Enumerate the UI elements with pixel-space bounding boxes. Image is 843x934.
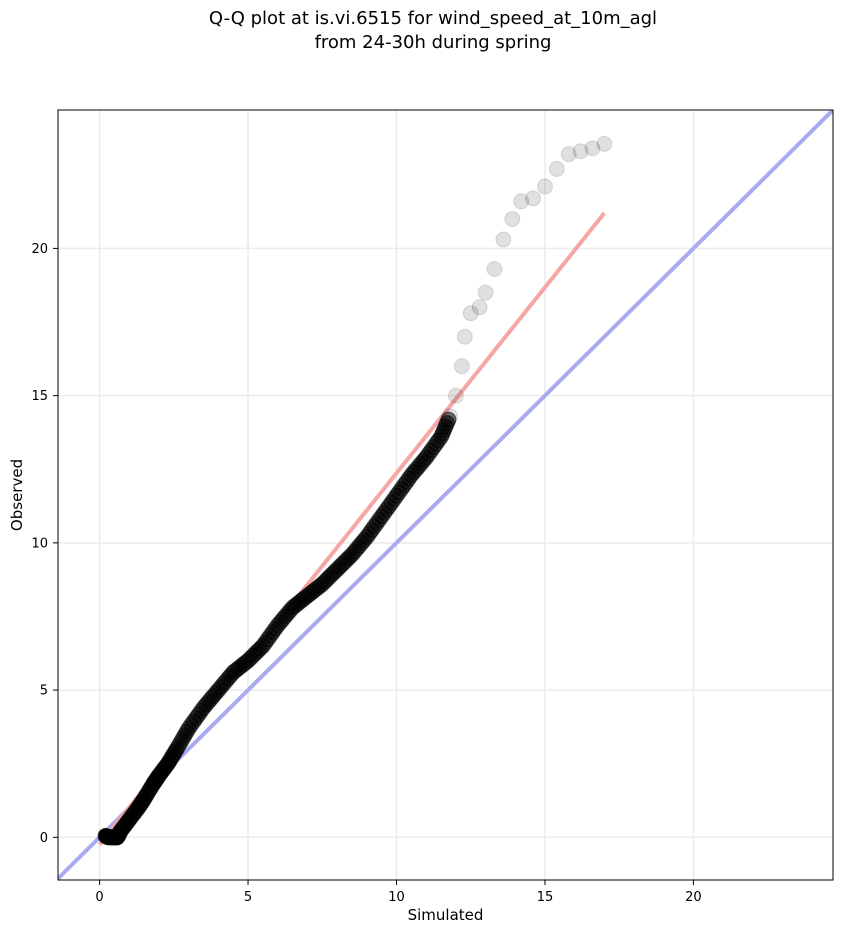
y-tick-label: 5 bbox=[40, 684, 48, 699]
x-tick-label: 0 bbox=[95, 890, 103, 905]
y-tick-label: 20 bbox=[31, 242, 48, 257]
qq-point bbox=[486, 261, 503, 278]
y-tick-label: 10 bbox=[31, 536, 48, 551]
qq-point bbox=[440, 411, 457, 428]
qq-point bbox=[560, 146, 577, 163]
qq-point bbox=[456, 328, 473, 345]
qq-point bbox=[441, 408, 458, 425]
qq-point bbox=[447, 387, 464, 404]
qq-point bbox=[572, 143, 589, 160]
axis-ticks: 0 5 10 15 20 0 5 10 15 20 bbox=[31, 242, 701, 905]
x-tick-label: 5 bbox=[244, 890, 252, 905]
qq-point bbox=[453, 358, 470, 375]
qq-point bbox=[536, 178, 553, 195]
x-tick-label: 15 bbox=[537, 890, 554, 905]
reference-line bbox=[58, 110, 833, 880]
plot-marks bbox=[58, 110, 833, 880]
qq-point bbox=[525, 190, 542, 207]
qq-point bbox=[513, 193, 530, 210]
chart-title-line2: from 24-30h during spring bbox=[315, 32, 552, 53]
qq-point bbox=[477, 284, 494, 301]
qq-point bbox=[596, 135, 613, 152]
plot-frame bbox=[57, 109, 834, 881]
y-axis-label: Observed bbox=[8, 459, 26, 531]
x-tick-label: 10 bbox=[388, 890, 405, 905]
qq-point bbox=[471, 299, 488, 316]
y-tick-label: 15 bbox=[31, 389, 48, 404]
chart-title-line1: Q-Q plot at is.vi.6515 for wind_speed_at… bbox=[209, 8, 657, 29]
qq-point bbox=[584, 140, 601, 157]
qq-point bbox=[504, 210, 521, 227]
qq-point bbox=[495, 231, 512, 248]
x-axis-label: Simulated bbox=[408, 906, 484, 924]
qq-point bbox=[548, 160, 565, 177]
x-tick-label: 20 bbox=[685, 890, 702, 905]
y-tick-label: 0 bbox=[40, 831, 48, 846]
qq-point bbox=[462, 305, 479, 322]
grid-lines bbox=[58, 110, 833, 880]
